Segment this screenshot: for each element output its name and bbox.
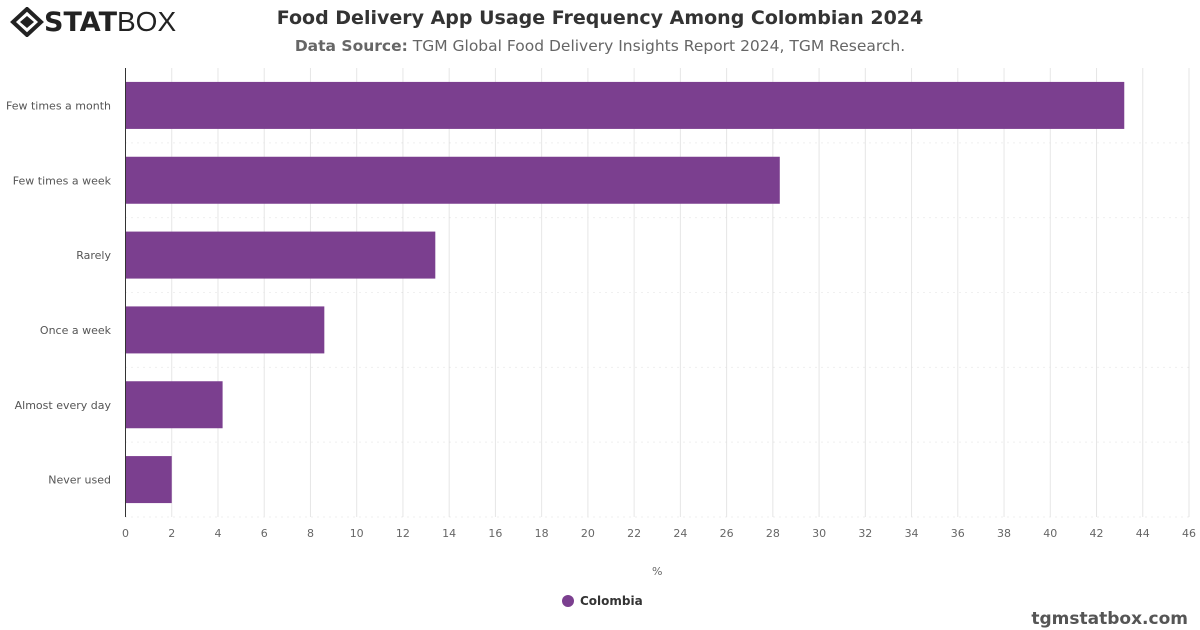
x-tick-label: 30 <box>812 527 826 540</box>
y-category-label: Never used <box>48 474 111 487</box>
bar <box>125 306 325 354</box>
x-tick-label: 12 <box>396 527 410 540</box>
legend-marker <box>562 595 574 607</box>
footer-site: tgmstatbox.com <box>1031 609 1188 629</box>
y-category-label: Few times a month <box>6 99 111 112</box>
x-tick-label: 28 <box>766 527 780 540</box>
x-tick-label: 24 <box>673 527 687 540</box>
x-tick-label: 14 <box>442 527 456 540</box>
x-tick-label: 36 <box>951 527 965 540</box>
x-tick-label: 4 <box>214 527 221 540</box>
logo-text: STAT <box>44 6 117 38</box>
x-tick-label: 2 <box>168 527 175 540</box>
x-tick-label: 8 <box>307 527 314 540</box>
chart-subtitle: Data Source: TGM Global Food Delivery In… <box>294 37 906 55</box>
x-tick-label: 0 <box>122 527 129 540</box>
x-tick-label: 40 <box>1043 527 1057 540</box>
x-tick-label: 42 <box>1090 527 1104 540</box>
x-tick-label: 10 <box>350 527 364 540</box>
chart-title: Food Delivery App Usage Frequency Among … <box>276 7 924 29</box>
x-tick-label: 38 <box>997 527 1011 540</box>
y-category-label: Once a week <box>40 324 112 337</box>
x-tick-label: 6 <box>261 527 268 540</box>
x-tick-label: 18 <box>535 527 549 540</box>
x-tick-label: 16 <box>488 527 502 540</box>
x-axis-title: % <box>652 565 662 578</box>
x-tick-label: 26 <box>720 527 734 540</box>
x-tick-label: 46 <box>1182 527 1196 540</box>
y-category-label: Almost every day <box>15 399 112 412</box>
x-tick-label: 22 <box>627 527 641 540</box>
x-tick-label: 20 <box>581 527 595 540</box>
legend-label: Colombia <box>580 594 643 608</box>
x-tick-label: 34 <box>905 527 919 540</box>
diamond-logo-icon <box>10 7 44 37</box>
x-tick-label: 32 <box>858 527 872 540</box>
bar <box>125 231 436 279</box>
bar <box>125 381 223 429</box>
legend[interactable]: Colombia <box>562 594 643 608</box>
statbox-logo: STAT BOX <box>10 6 176 38</box>
bar <box>125 156 780 204</box>
x-tick-label: 44 <box>1136 527 1150 540</box>
bar <box>125 456 172 504</box>
y-category-label: Few times a week <box>13 174 112 187</box>
bar <box>125 81 1125 129</box>
y-category-label: Rarely <box>76 249 111 262</box>
